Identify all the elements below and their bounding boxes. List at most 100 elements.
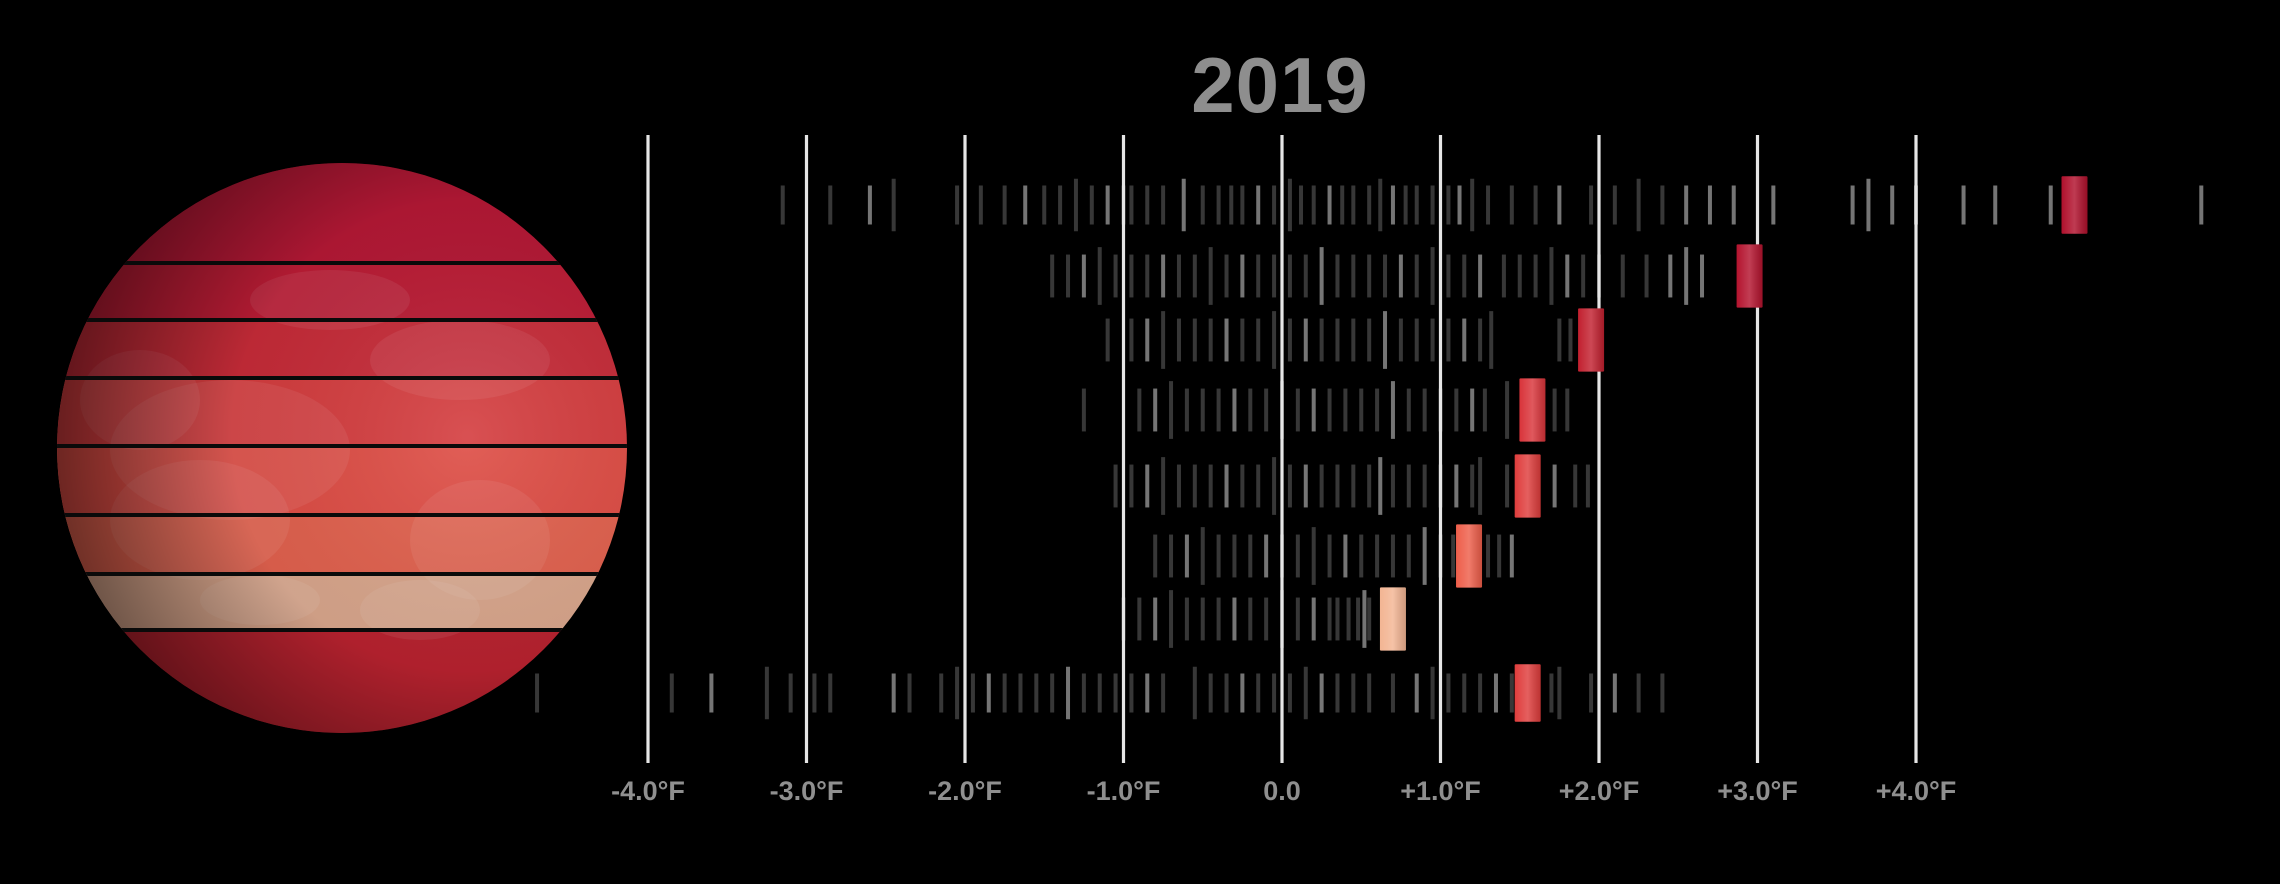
x-tick-label: -4.0°F [611,776,685,806]
x-tick-label: +3.0°F [1717,776,1798,806]
history-mark [1327,534,1332,578]
history-marks [535,178,2204,720]
history-mark [2199,185,2204,225]
history-mark [1367,318,1372,362]
history-mark [1311,527,1316,585]
history-mark [1081,254,1086,298]
history-mark [1287,464,1292,508]
history-mark [1533,185,1538,225]
history-mark [1509,185,1514,225]
history-mark [1192,666,1197,720]
history-mark [1311,388,1316,432]
history-mark [788,673,793,713]
history-mark [1406,388,1411,432]
history-mark [1707,185,1712,225]
history-mark [1462,254,1467,298]
history-mark [1378,178,1383,232]
history-mark [1565,388,1570,432]
history-mark [1224,464,1229,508]
history-mark [955,185,960,225]
history-mark [1478,457,1483,515]
history-mark [1208,318,1213,362]
x-axis-ticks: -4.0°F -3.0°F -2.0°F -1.0°F 0.0 +1.0°F +2.0°F +… [611,776,1956,806]
history-mark [1335,673,1340,713]
history-mark [1113,464,1118,508]
history-mark [828,673,833,713]
history-mark [1319,464,1324,508]
history-mark [1961,185,1966,225]
history-mark [1406,534,1411,578]
history-mark [1073,178,1078,232]
history-mark [1311,597,1316,641]
x-tick-label: +2.0°F [1559,776,1640,806]
history-mark [1232,534,1237,578]
history-mark [1367,254,1372,298]
history-mark [1351,464,1356,508]
history-mark [1208,673,1213,713]
history-mark [1105,318,1110,362]
history-mark [1552,464,1557,508]
history-mark [1359,534,1364,578]
history-mark [1660,673,1665,713]
history-mark [1359,388,1364,432]
history-mark [1224,318,1229,362]
history-mark [1335,597,1340,641]
history-mark [1272,185,1277,225]
history-mark [1589,185,1594,225]
history-mark [1731,185,1736,225]
history-mark [1406,464,1411,508]
x-tick-label: -3.0°F [770,776,844,806]
history-mark [1335,318,1340,362]
history-mark [1161,185,1166,225]
history-mark [1375,388,1380,432]
history-mark [1993,185,1998,225]
history-mark [1552,388,1557,432]
history-mark [1403,185,1408,225]
history-mark [1362,590,1367,648]
history-mark [1509,673,1514,713]
history-mark [1287,178,1292,232]
history-mark [1414,185,1419,225]
history-mark [1478,254,1483,298]
history-mark [907,673,912,713]
history-mark [1478,318,1483,362]
history-mark [1299,185,1304,225]
history-mark [1105,185,1110,225]
history-mark [1620,254,1625,298]
history-mark [709,673,714,713]
history-mark [1684,247,1689,305]
history-mark [2048,185,2053,225]
history-mark [891,673,896,713]
history-mark [1287,318,1292,362]
history-mark [1303,318,1308,362]
history-mark [1002,673,1007,713]
history-mark [1850,185,1855,225]
history-mark [1208,247,1213,305]
history-mark [1581,254,1586,298]
history-mark [1340,185,1345,225]
history-mark [1482,388,1487,432]
history-mark [1390,534,1395,578]
highlight-mark-shine [1379,587,1406,651]
history-mark [1256,254,1261,298]
history-mark [1066,666,1071,720]
history-mark [1327,597,1332,641]
history-mark [1042,185,1047,225]
history-mark [1454,388,1459,432]
history-mark [1668,254,1673,298]
history-mark [1200,597,1205,641]
history-mark [1081,673,1086,713]
history-mark [1153,534,1158,578]
history-mark [1549,673,1554,713]
history-mark [1451,534,1456,578]
history-mark [1430,185,1435,225]
history-mark [1493,673,1498,713]
history-mark [1390,381,1395,439]
history-mark [1351,318,1356,362]
history-mark [1208,464,1213,508]
history-mark [1169,590,1174,648]
history-mark [1153,597,1158,641]
x-tick-label: 0.0 [1263,776,1301,806]
history-mark [1129,464,1134,508]
history-mark [1866,178,1871,232]
